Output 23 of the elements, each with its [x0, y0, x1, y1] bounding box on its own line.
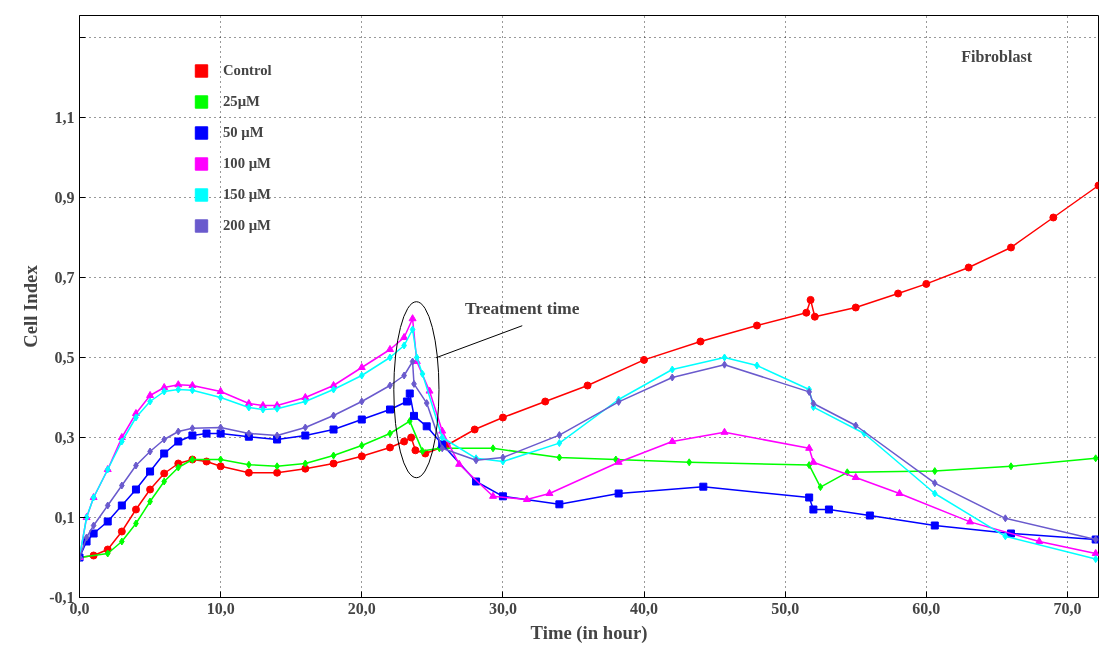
y-tick-label: 0,7 [54, 269, 75, 286]
legend-label: Control [223, 61, 272, 80]
x-tick-label: 60,0 [912, 599, 941, 617]
y-axis-title: Cell Index [20, 264, 42, 348]
legend-label: 50 µM [223, 123, 264, 142]
y-tick-label: 0,3 [54, 429, 75, 446]
annotation: Fibroblast [961, 47, 1033, 65]
legend-label: 25µM [223, 92, 260, 111]
x-axis-title: Time (in hour) [530, 621, 648, 644]
legend-label: 100 µM [223, 154, 271, 173]
y-tick-label: 0,1 [54, 509, 75, 526]
legend-label: 150 µM [223, 185, 271, 204]
x-tick-label: 30,0 [488, 599, 517, 617]
annotation: Treatment time [465, 298, 580, 318]
y-tick-label: 0,5 [54, 349, 75, 366]
x-tick-label: 50,0 [771, 599, 800, 617]
x-tick-label: 70,0 [1053, 599, 1082, 617]
x-tick-label: 40,0 [630, 599, 659, 617]
legend-label: 200 µM [223, 216, 271, 235]
y-tick-label: 1,1 [54, 109, 75, 126]
x-tick-label: 10,0 [206, 599, 235, 617]
x-tick-label: 20,0 [347, 599, 376, 617]
y-tick-label: 0,9 [54, 189, 75, 206]
